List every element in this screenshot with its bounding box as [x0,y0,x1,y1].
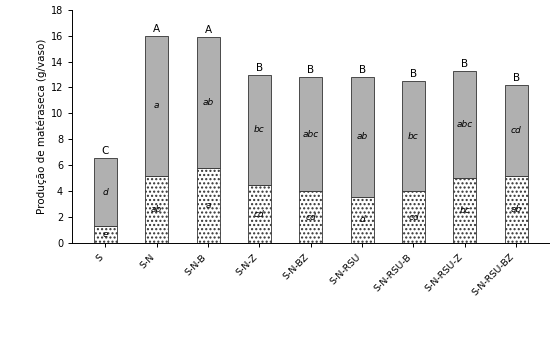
Bar [248,74,271,185]
Text: cd: cd [305,213,316,222]
Bar [402,81,425,191]
Bar [145,176,168,243]
Text: B: B [359,65,366,75]
Text: bc: bc [408,132,419,141]
Bar [504,85,528,176]
Bar [94,158,117,226]
Text: B: B [513,73,520,83]
Text: ab: ab [151,205,163,214]
Text: abc: abc [457,120,473,129]
Bar [299,191,322,243]
Text: cd: cd [408,213,419,222]
Text: A: A [153,24,160,33]
Y-axis label: Produção de matéraseca (g/vaso): Produção de matéraseca (g/vaso) [36,39,47,214]
Text: d: d [103,188,108,197]
Bar [94,226,117,243]
Text: cd: cd [511,126,522,135]
Text: a: a [205,201,211,210]
Text: d: d [359,216,365,224]
Text: e: e [103,231,108,239]
Bar [248,185,271,243]
Text: abc: abc [302,130,319,139]
Bar [351,77,374,197]
Bar [351,197,374,243]
Text: a: a [154,101,159,110]
Text: ab: ab [203,98,214,107]
Bar [299,77,322,191]
Text: ab: ab [511,205,522,214]
Text: B: B [256,63,263,73]
Bar [402,191,425,243]
Bar [504,176,528,243]
Text: bc: bc [254,125,265,134]
Bar [145,35,168,176]
Text: C: C [102,146,109,156]
Text: ab: ab [356,132,368,141]
Bar [196,37,220,168]
Text: cd: cd [254,210,265,219]
Text: A: A [205,25,211,35]
Bar [453,178,476,243]
Text: bc: bc [460,207,470,215]
Bar [196,168,220,243]
Text: B: B [307,65,314,75]
Bar [453,71,476,178]
Text: B: B [410,69,417,79]
Text: B: B [461,59,468,69]
